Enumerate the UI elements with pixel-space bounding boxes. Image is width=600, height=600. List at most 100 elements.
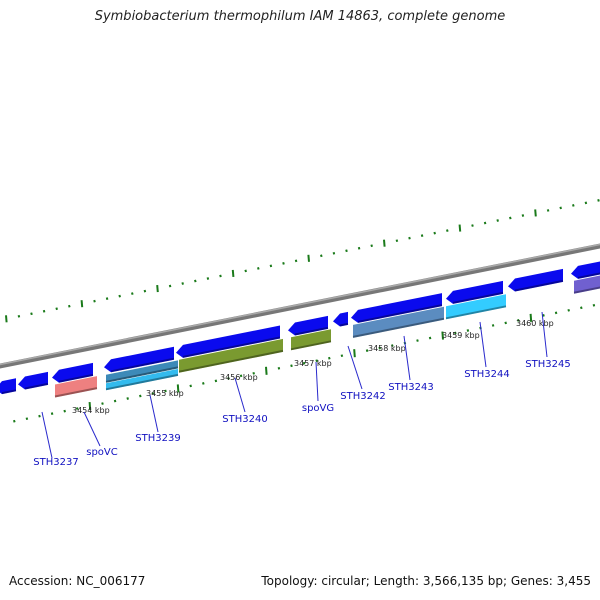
genome-backbone (0, 243, 600, 369)
gene-leader-8 (541, 311, 548, 358)
outer-tick (383, 239, 386, 247)
gene-leader-6 (403, 335, 411, 381)
inner-tick (302, 361, 306, 365)
forward-gene-1-body (18, 371, 48, 390)
outer-tick (80, 300, 84, 308)
scale-labels: 3454 kbp 3455 kbp 3456 kbp 3457 kbp 3458 kbp… (72, 319, 554, 415)
gene-leader-1 (83, 411, 101, 447)
outer-tick (408, 236, 411, 240)
outer-tick (282, 261, 285, 265)
reverse-gene-5 (352, 306, 445, 338)
forward-gene-7-body (351, 293, 442, 323)
gene-leader-3 (234, 377, 246, 413)
forward-gene-5-shade (294, 326, 329, 336)
gene-leader-5 (347, 345, 363, 390)
reverse-gene-4-body (291, 329, 331, 351)
outer-tick (131, 292, 134, 295)
gene-label-spovc: spoVC (86, 447, 118, 458)
gene-labels: STH3237spoVCSTH3239STH3240spoVGSTH3242ST… (33, 311, 571, 468)
inner-tick (580, 306, 583, 310)
gene-label-sth3245: STH3245 (525, 359, 570, 370)
forward-gene-7 (351, 293, 443, 323)
outer-tick (206, 277, 210, 280)
gene-leader-7 (479, 321, 487, 368)
inner-tick (151, 392, 155, 395)
inner-tick (504, 321, 507, 325)
forward-gene-1-shade (24, 382, 49, 390)
forward-gene-3-body (104, 346, 174, 373)
gene-label-sth3244: STH3244 (464, 369, 509, 380)
forward-gene-10 (571, 261, 600, 279)
inner-tick (353, 349, 356, 358)
forward-gene-6-body (333, 311, 348, 327)
reverse-gene-5-body (353, 306, 444, 338)
outer-tick (521, 214, 525, 217)
outer-tick (546, 209, 550, 212)
forward-gene-5 (288, 315, 329, 336)
outer-tick (471, 224, 474, 227)
reverse-gene-0-body (55, 376, 97, 398)
forward-gene-2 (52, 362, 94, 383)
inner-tick (554, 311, 558, 315)
accession-label: Accession: NC_006177 (9, 574, 146, 588)
gene-label-sth3239: STH3239 (135, 433, 180, 444)
outer-tick-ring (5, 198, 600, 323)
forward-gene-track (0, 261, 600, 395)
outer-tick (194, 279, 197, 283)
reverse-gene-1 (105, 360, 179, 383)
outer-tick (68, 304, 71, 308)
outer-tick (597, 198, 600, 202)
inner-tick (126, 397, 129, 400)
gene-label-sth3242: STH3242 (340, 391, 385, 402)
outer-tick (156, 284, 159, 293)
forward-gene-7-shade (357, 304, 443, 323)
gene-leader-0 (41, 411, 53, 459)
inner-tick (466, 329, 470, 332)
reverse-gene-6-body (446, 294, 506, 320)
outer-tick (458, 224, 462, 232)
outer-tick (17, 314, 21, 318)
outer-tick (320, 254, 323, 258)
inner-tick (454, 331, 457, 335)
outer-tick (559, 206, 562, 210)
gene-leader-4 (315, 361, 319, 402)
backbone-line (0, 243, 600, 369)
inner-tick (428, 336, 432, 340)
inner-tick (265, 366, 268, 375)
reverse-gene-track (54, 275, 600, 398)
gene-label-sth3243: STH3243 (388, 382, 433, 393)
inner-tick (88, 402, 92, 411)
forward-gene-4-shade (182, 336, 281, 358)
inner-tick (391, 344, 394, 347)
gene-label-spovg: spoVG (302, 403, 334, 414)
forward-gene-8-shade (452, 291, 504, 304)
scale-label-4: 3458 kbp (368, 344, 406, 353)
inner-tick (277, 366, 281, 370)
outer-tick (93, 299, 96, 303)
outer-tick (370, 244, 373, 248)
forward-gene-9 (508, 268, 564, 292)
backbone-highlight (0, 243, 600, 366)
inner-tick (214, 379, 218, 383)
outer-tick (584, 201, 588, 205)
reverse-gene-1-shade (105, 366, 179, 383)
reverse-gene-2-shade (105, 373, 179, 391)
forward-gene-9-body (508, 268, 563, 292)
scale-label-6: 3460 kbp (516, 319, 554, 328)
forward-gene-6 (333, 311, 349, 327)
reverse-gene-1-body (106, 360, 178, 383)
outer-tick (55, 307, 58, 311)
reverse-gene-5-shade (352, 317, 445, 338)
forward-gene-1 (18, 371, 49, 390)
forward-gene-2-body (52, 362, 93, 383)
outer-tick (483, 221, 487, 225)
inner-tick (378, 346, 381, 350)
scale-label-0: 3454 kbp (72, 406, 110, 415)
reverse-gene-4-shade (290, 340, 332, 351)
reverse-gene-4 (290, 329, 332, 351)
outer-tick (105, 297, 109, 301)
forward-gene-10-shade (577, 272, 600, 279)
inner-tick (290, 364, 293, 368)
scale-label-1: 3455 kbp (146, 389, 184, 398)
